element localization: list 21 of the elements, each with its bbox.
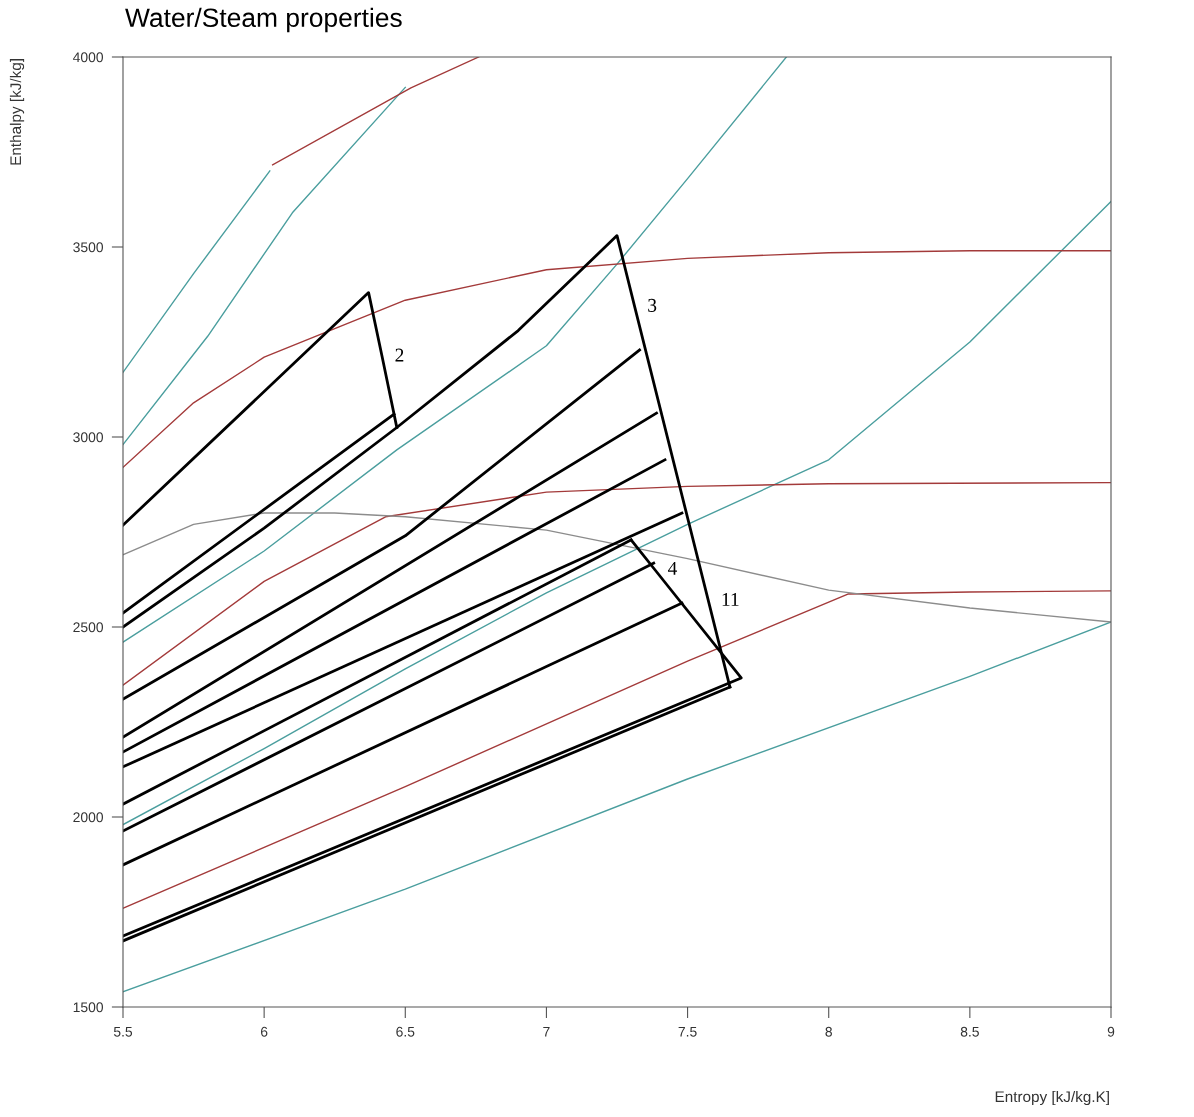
y-tick-label: 4000 [72,52,104,63]
y-tick-label: 3000 [73,432,104,443]
x-tick-label: 6.5 [396,1026,415,1037]
annotation: 3 [648,298,657,312]
annotation: 11 [722,593,739,606]
chart-title: Water/Steam properties [125,7,402,33]
y-axis-title: Enthalpy [kJ/kg] [9,59,25,165]
x-tick-label: 7 [543,1026,550,1037]
y-tick-label: 2500 [73,622,104,633]
x-tick-label: 5.5 [113,1026,133,1037]
x-tick-label: 9 [1107,1026,1115,1037]
x-tick-label: 8.5 [960,1026,979,1037]
annotation: 2 [395,348,404,362]
x-tick-label: 8 [825,1026,832,1037]
annotation: 4 [667,561,678,575]
x-tick-label: 6 [260,1026,268,1037]
x-tick-label: 7.5 [678,1026,697,1037]
y-tick-label: 2000 [73,812,104,823]
y-tick-label: 3500 [73,242,104,253]
y-tick-label: 1500 [73,1002,104,1013]
x-axis-title: Entropy [kJ/kg.K] [995,1090,1109,1106]
